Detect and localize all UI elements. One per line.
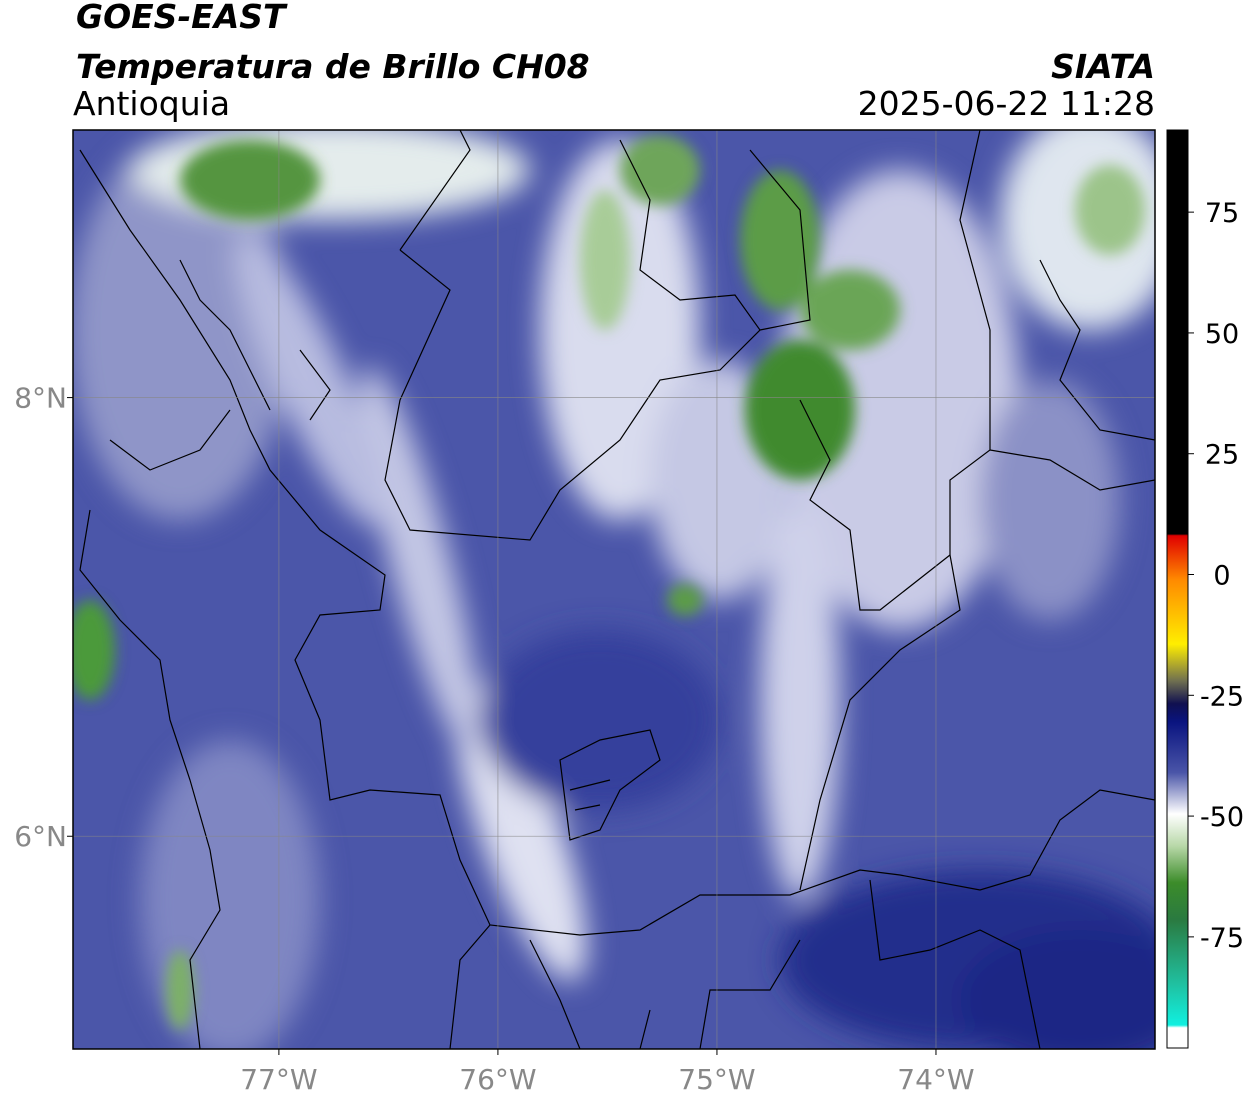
colorbar-tick-label: 25 xyxy=(1205,440,1239,471)
y-tick-label: 8°N xyxy=(14,382,67,415)
colorbar-tick-label: -25 xyxy=(1200,681,1244,712)
x-tick-label: 77°W xyxy=(240,1063,317,1096)
subtitle: Temperatura de Brillo CH08 xyxy=(76,47,590,86)
colorbar-tick-label: 75 xyxy=(1205,198,1239,229)
colorbar xyxy=(1166,129,1189,1049)
y-tick-label: 6°N xyxy=(14,820,67,853)
region: Antioquia xyxy=(73,84,230,123)
map-frame xyxy=(72,129,1156,1050)
map-image xyxy=(73,130,1155,1049)
title: GOES-EAST xyxy=(76,0,288,36)
datetime: 2025-06-22 11:28 xyxy=(858,84,1155,123)
colorbar-tick-label: 50 xyxy=(1205,319,1239,350)
x-tick-label: 75°W xyxy=(678,1063,755,1096)
x-tick-label: 76°W xyxy=(459,1063,536,1096)
colorbar-tick-label: 0 xyxy=(1213,561,1230,592)
colorbar-tick-label: -50 xyxy=(1200,802,1244,833)
grid xyxy=(73,130,1155,1049)
source: SIATA xyxy=(1051,47,1155,86)
x-tick-label: 74°W xyxy=(897,1063,974,1096)
colorbar-tick-label: -75 xyxy=(1200,923,1244,954)
